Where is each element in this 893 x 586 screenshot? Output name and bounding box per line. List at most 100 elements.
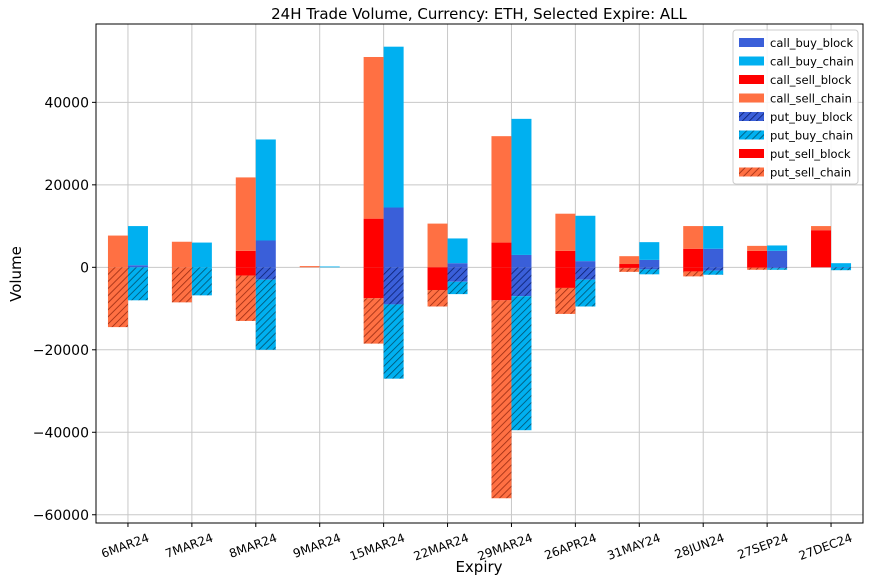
bar-put-sell-chain-26apr24 [555,287,576,314]
bar-call-buy-chain-6mar24 [127,226,148,266]
bar-put-buy-block-28jun24 [703,267,724,271]
bar-put-sell-block-8mar24 [235,267,256,276]
legend-swatch-put-sell-chain [739,167,764,177]
bar-call-buy-chain-9mar24 [319,266,340,268]
bar-call-sell-chain-28jun24 [683,226,704,249]
chart-title: 24H Trade Volume, Currency: ETH, Selecte… [271,5,687,23]
bar-call-sell-block-26apr24 [555,250,576,268]
bar-put-buy-block-29mar24 [511,267,532,297]
bar-call-sell-chain-27sep24 [747,245,768,251]
x-tick-label-26apr24: 26APR24 [543,531,599,563]
bar-call-sell-chain-26apr24 [555,213,576,251]
bar-call-sell-chain-29mar24 [491,136,512,243]
bar-call-sell-block-27dec24 [811,230,832,268]
legend-label-put-sell-chain: put_sell_chain [770,166,851,180]
bar-put-buy-chain-31may24 [639,269,660,275]
legend-label-call-sell-chain: call_sell_chain [770,92,852,106]
y-tick-label: 20000 [44,178,89,194]
bar-put-sell-block-15mar24 [363,267,384,299]
x-tick-label-27dec24: 27DEC24 [797,531,854,563]
legend-swatch-call-sell-chain [739,93,764,103]
bar-call-sell-block-28jun24 [683,248,704,268]
bar-call-sell-block-8mar24 [235,250,256,268]
bar-call-sell-block-27sep24 [747,250,768,268]
bar-put-buy-chain-6mar24 [127,267,148,301]
bar-put-buy-chain-22mar24 [447,281,468,295]
bar-put-sell-chain-29mar24 [491,300,512,499]
bar-call-sell-block-15mar24 [363,218,384,268]
legend-swatch-call-sell-block [739,75,764,84]
x-tick-label-8mar24: 8MAR24 [227,531,279,561]
bar-call-buy-block-31may24 [639,259,660,268]
y-tick-label: −40000 [33,425,89,441]
bar-put-buy-block-27dec24 [831,267,852,269]
legend-label-put-buy-chain: put_buy_chain [770,129,853,143]
bar-call-buy-chain-28jun24 [703,226,724,249]
bar-call-buy-chain-8mar24 [255,139,276,241]
bar-call-sell-block-29mar24 [491,242,512,268]
bar-put-buy-chain-8mar24 [255,279,276,350]
legend-swatch-call-buy-chain [739,56,764,66]
bar-put-sell-chain-22mar24 [427,289,448,307]
bar-put-sell-block-29mar24 [491,267,512,301]
bar-call-sell-chain-8mar24 [235,177,256,251]
y-tick-label: 40000 [44,95,89,111]
bar-put-sell-chain-8mar24 [235,275,256,321]
x-tick-label-27sep24: 27SEP24 [736,531,791,562]
y-ticks: −60000 −40000 −20000 0 20000 40000 [33,95,96,524]
legend-label-call-buy-block: call_buy_block [770,36,854,50]
bar-call-buy-block-6mar24 [127,265,148,268]
bar-call-sell-chain-22mar24 [427,223,448,268]
bar-call-buy-chain-22mar24 [447,238,468,264]
bar-call-buy-chain-31may24 [639,242,660,260]
legend-box [732,29,859,185]
bar-put-sell-chain-28jun24 [683,271,704,277]
bar-put-sell-chain-27sep24 [747,267,768,270]
y-tick-label: −60000 [33,508,89,524]
bar-call-buy-chain-15mar24 [383,46,404,208]
bar-put-sell-block-26apr24 [555,267,576,288]
bar-put-buy-block-31may24 [639,267,660,270]
bar-put-buy-chain-27dec24 [831,267,852,271]
bar-call-buy-block-26apr24 [575,261,596,268]
x-tick-label-6mar24: 6MAR24 [99,531,151,561]
bar-put-buy-block-15mar24 [383,267,404,305]
bar-call-buy-chain-29mar24 [511,118,532,255]
bar-put-sell-block-28jun24 [683,267,704,272]
bar-put-buy-block-22mar24 [447,267,468,282]
x-tick-label-9mar24: 9MAR24 [291,531,343,561]
bar-call-sell-chain-6mar24 [107,235,128,268]
legend-swatch-put-sell-block [739,149,764,158]
legend-label-call-buy-chain: call_buy_chain [770,55,854,69]
legend-swatch-put-buy-chain [739,130,764,140]
x-tick-label-7mar24: 7MAR24 [163,531,215,561]
bar-call-buy-block-22mar24 [447,263,468,268]
y-axis-label: Volume [7,246,25,302]
bar-put-buy-block-8mar24 [255,267,276,280]
legend: call_buy_block call_buy_chain call_sell_bl… [732,29,859,185]
bar-put-buy-chain-29mar24 [511,296,532,431]
bar-put-buy-block-27sep24 [767,267,788,269]
bar-call-buy-block-29mar24 [511,254,532,268]
bar-put-buy-chain-27sep24 [767,268,788,270]
bar-call-sell-chain-7mar24 [171,241,192,268]
bar-put-sell-chain-7mar24 [171,267,192,303]
bar-call-buy-block-28jun24 [703,248,724,268]
bar-put-sell-chain-15mar24 [363,298,384,344]
y-tick-label: 0 [80,260,89,276]
bar-call-buy-chain-27dec24 [831,263,852,268]
bar-call-sell-chain-31may24 [619,256,640,265]
bar-put-buy-chain-28jun24 [703,270,724,275]
bar-put-sell-chain-31may24 [619,268,640,272]
y-tick-label: −20000 [33,343,89,359]
bar-put-buy-chain-7mar24 [191,267,212,296]
bar-put-sell-block-31may24 [619,267,640,269]
bar-call-buy-block-15mar24 [383,207,404,268]
bar-call-buy-block-27sep24 [767,250,788,268]
bar-call-buy-chain-26apr24 [575,215,596,262]
legend-label-put-buy-block: put_buy_block [770,110,853,124]
bar-put-sell-block-22mar24 [427,267,448,290]
bar-call-sell-chain-27dec24 [811,226,832,231]
bars [107,46,852,499]
